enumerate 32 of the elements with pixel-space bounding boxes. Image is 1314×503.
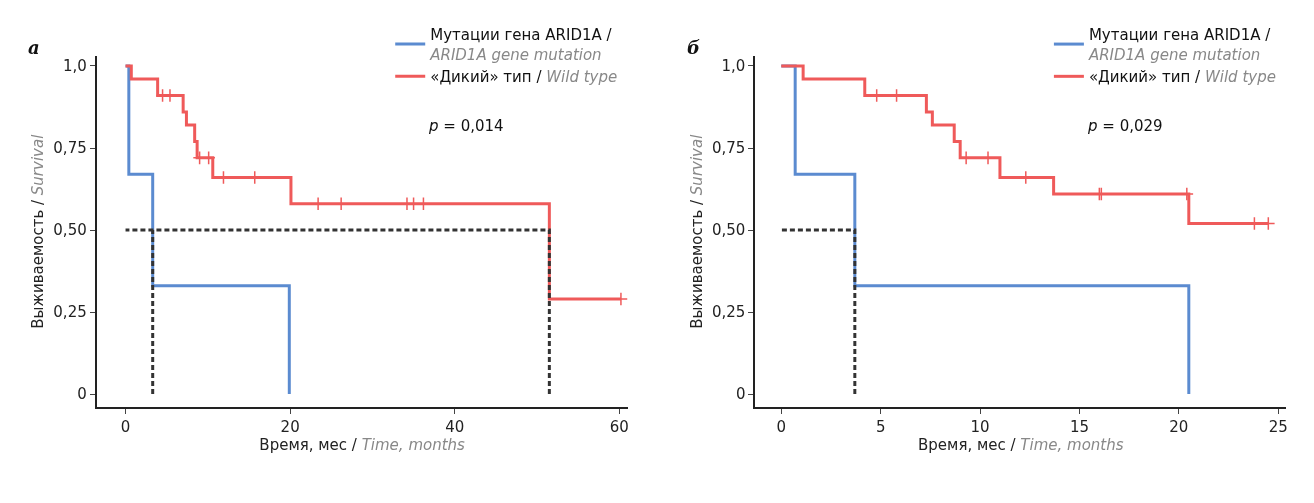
x-axis-title: Время, мес / Time, months	[918, 436, 1124, 455]
y-axis-title: Выживаемость / Survival	[687, 133, 706, 329]
y-tick-label: 0,75	[712, 139, 746, 158]
x-tick-label: 10	[970, 418, 990, 437]
y-tick-label: 0	[77, 385, 87, 404]
y-tick-label: 0,50	[712, 221, 746, 240]
x-tick-label: 0	[776, 418, 787, 437]
legend-label: «Дикий» тип / Wild type	[430, 68, 618, 87]
x-tick-label: 40	[445, 418, 465, 437]
legend-label: «Дикий» тип / Wild type	[1088, 68, 1276, 87]
x-tick-label: 20	[280, 418, 300, 437]
annotation: p = 0,014	[428, 117, 504, 135]
x-tick-label: 25	[1268, 418, 1288, 437]
chart-title: б	[687, 37, 700, 58]
legend-label: Мутации гена ARID1A / ARID1A gene mutation	[1087, 26, 1272, 64]
y-tick-label: 0,50	[53, 221, 87, 240]
x-axis-title: Время, мес / Time, months	[259, 436, 466, 455]
x-tick-label: 15	[1069, 418, 1090, 437]
chart-title: а	[28, 37, 40, 58]
y-tick-label: 0	[735, 385, 746, 404]
y-tick-label: 0,75	[53, 139, 87, 158]
y-axis-title: Выживаемость / Survival	[29, 133, 48, 329]
x-tick-label: 5	[875, 418, 886, 437]
x-tick-label: 60	[609, 418, 629, 437]
y-tick-label: 1,0	[62, 57, 87, 76]
annotation: p = 0,029	[1087, 117, 1163, 135]
y-tick-label: 0,25	[712, 303, 746, 322]
x-tick-label: 20	[1169, 418, 1189, 437]
y-tick-label: 1,0	[721, 57, 746, 76]
y-tick-label: 0,25	[53, 303, 87, 322]
legend-label: Мутации гена ARID1A / ARID1A gene mutation	[429, 26, 613, 64]
x-tick-label: 0	[120, 418, 131, 437]
